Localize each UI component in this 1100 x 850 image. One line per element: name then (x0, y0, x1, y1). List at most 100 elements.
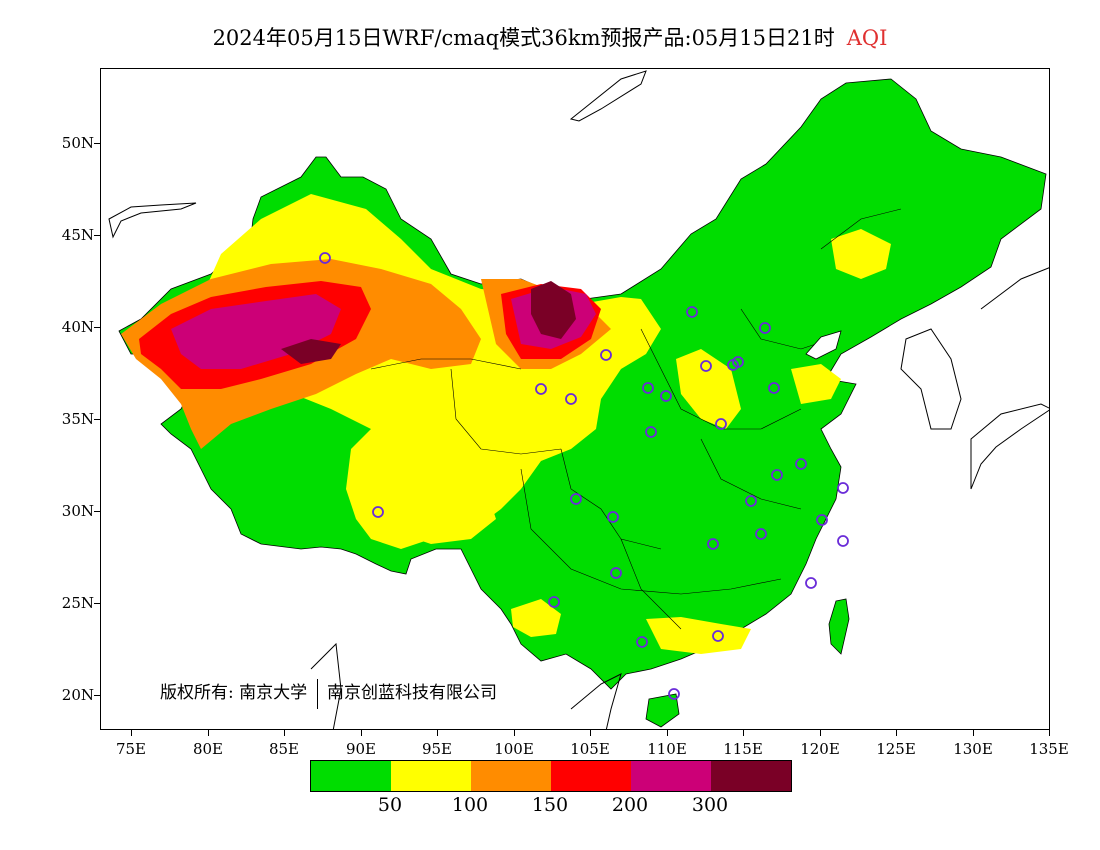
legend-label-50: 50 (377, 794, 403, 816)
station-marker (837, 482, 849, 494)
station-marker (745, 495, 757, 507)
lon-tick (284, 730, 285, 736)
island-taiwan (828, 598, 850, 655)
island-hainan (645, 693, 680, 728)
lon-label-90e: 90E (345, 740, 377, 758)
station-marker (686, 306, 698, 318)
station-marker (610, 567, 622, 579)
copyright-org-nju: 南京大学 (239, 683, 308, 703)
station-marker (636, 636, 648, 648)
station-marker (700, 360, 712, 372)
legend-swatch-200-300 (631, 761, 711, 791)
lon-tick (896, 730, 897, 736)
lon-tick (667, 730, 668, 736)
lat-tick (94, 143, 100, 144)
lat-label-45n: 45N (61, 226, 94, 244)
lon-label-130e: 130E (953, 740, 993, 758)
copyright-prefix: 版权所有: (160, 683, 234, 703)
lon-label-85e: 85E (268, 740, 300, 758)
lat-tick (94, 511, 100, 512)
region-yellow-se (646, 617, 751, 654)
lat-label-25n: 25N (61, 594, 94, 612)
lon-tick (743, 730, 744, 736)
lon-label-115e: 115E (723, 740, 763, 758)
coastline-balkhash (108, 202, 197, 239)
station-marker (755, 528, 767, 540)
station-marker (668, 688, 680, 700)
lon-tick (1049, 730, 1050, 736)
title-variable: AQI (846, 26, 888, 50)
lon-label-110e: 110E (647, 740, 687, 758)
aqi-legend-colorbar (310, 760, 792, 792)
coastline-japan (970, 403, 1049, 490)
coastline-bohai (805, 330, 842, 360)
station-marker (660, 390, 672, 402)
coastline-sea (980, 267, 1049, 310)
station-marker (795, 458, 807, 470)
legend-swatch-50-100 (391, 761, 471, 791)
coastline-bay (310, 642, 342, 729)
legend-swatch-150-200 (551, 761, 631, 791)
copyright-org-chuanglan: 南京创蓝科技有限公司 (326, 683, 497, 703)
region-yellow-south (511, 599, 561, 637)
lon-tick (820, 730, 821, 736)
lon-tick (514, 730, 515, 736)
title-text: 2024年05月15日WRF/cmaq模式36km预报产品:05月15日21时 (212, 26, 835, 50)
station-marker (607, 511, 619, 523)
legend-label-200: 200 (611, 794, 649, 816)
station-marker (600, 349, 612, 361)
station-marker (535, 383, 547, 395)
lon-tick (973, 730, 974, 736)
legend-label-150: 150 (531, 794, 569, 816)
lon-label-120e: 120E (800, 740, 840, 758)
lat-tick (94, 327, 100, 328)
coastline-vietnam (570, 673, 622, 729)
lon-label-80e: 80E (192, 740, 224, 758)
lon-label-135e: 135E (1029, 740, 1069, 758)
station-marker (642, 382, 654, 394)
region-yellow-coast (791, 364, 841, 404)
copyright-note: 版权所有: 南京大学 南京创蓝科技有限公司 (160, 678, 497, 709)
copyright-separator (316, 678, 318, 709)
lon-label-75e: 75E (115, 740, 147, 758)
station-marker (319, 252, 331, 264)
lat-label-40n: 40N (61, 318, 94, 336)
station-marker (570, 493, 582, 505)
lon-tick (361, 730, 362, 736)
station-marker (372, 506, 384, 518)
station-marker (732, 356, 744, 368)
station-markers (319, 252, 849, 700)
station-marker (837, 535, 849, 547)
region-yellow-tibet (401, 464, 496, 544)
station-marker (805, 577, 817, 589)
legend-swatch-over-300 (711, 761, 791, 791)
lon-label-100e: 100E (494, 740, 534, 758)
province-boundaries (370, 208, 902, 630)
lon-tick (208, 730, 209, 736)
lat-label-30n: 30N (61, 502, 94, 520)
lon-label-95e: 95E (421, 740, 453, 758)
lat-tick (94, 419, 100, 420)
station-marker (816, 514, 828, 526)
lon-label-105e: 105E (570, 740, 610, 758)
station-marker (715, 418, 727, 430)
station-marker (771, 469, 783, 481)
legend-swatch-100-150 (471, 761, 551, 791)
lat-label-35n: 35N (61, 410, 94, 428)
station-marker (645, 426, 657, 438)
lat-label-20n: 20N (61, 686, 94, 704)
lon-tick (131, 730, 132, 736)
coastline-baikal (569, 70, 647, 122)
region-yellow-ne (831, 229, 891, 279)
lon-tick (590, 730, 591, 736)
station-marker (707, 538, 719, 550)
lat-tick (94, 603, 100, 604)
legend-label-300: 300 (691, 794, 729, 816)
map-title: 2024年05月15日WRF/cmaq模式36km预报产品:05月15日21时 A… (0, 22, 1100, 52)
region-maroon-xinjiang (281, 339, 341, 364)
station-marker (565, 393, 577, 405)
station-marker (548, 596, 560, 608)
coastline-korea (900, 328, 962, 430)
station-marker (759, 322, 771, 334)
region-yellow-plain (676, 349, 741, 429)
